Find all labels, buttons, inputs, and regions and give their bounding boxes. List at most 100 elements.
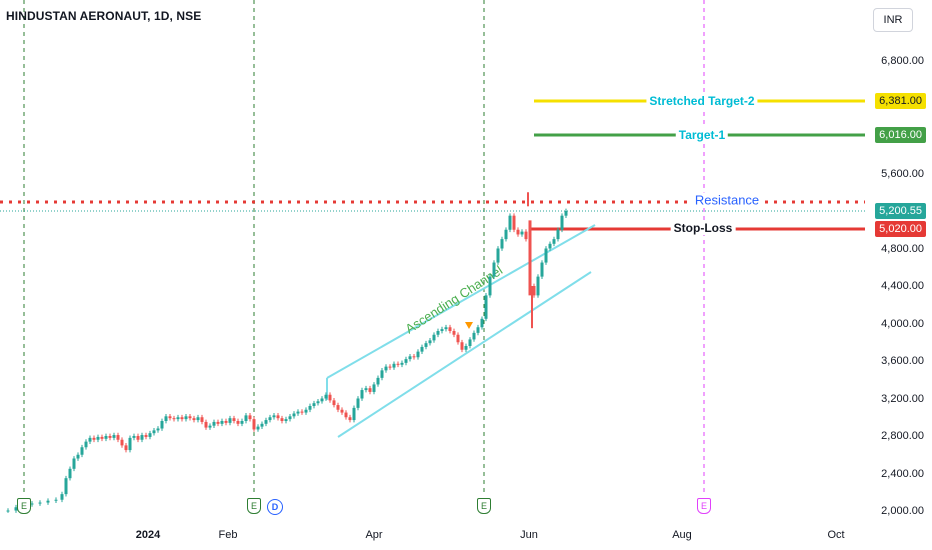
price-axis-tick: 6,800.00 <box>881 55 924 67</box>
candle-body <box>156 428 160 431</box>
candle-body <box>276 415 280 419</box>
stretched-target-price-badge: 6,381.00 <box>875 93 926 109</box>
channel-lower-line[interactable] <box>337 271 592 438</box>
earnings-marker[interactable]: E <box>17 498 31 514</box>
candle-body <box>392 363 396 368</box>
time-axis-tick: Jun <box>520 529 538 541</box>
candle-body <box>516 229 520 235</box>
candle-body <box>468 339 472 346</box>
candle-body <box>488 276 492 296</box>
candle-body <box>280 418 284 421</box>
candle-body <box>14 507 18 511</box>
signal-triangle-icon <box>465 322 473 329</box>
price-level-lines <box>0 99 865 231</box>
dividend-marker[interactable]: D <box>267 499 283 515</box>
candle-body <box>84 441 88 448</box>
candle-body <box>356 398 360 408</box>
candle-body <box>236 421 240 424</box>
candle-body <box>316 401 320 404</box>
candle-body <box>520 231 524 235</box>
candle-body <box>46 500 50 503</box>
candle-body <box>388 366 392 368</box>
candle-body <box>536 276 540 296</box>
candle-body <box>496 248 500 263</box>
price-axis-tick: 4,400.00 <box>881 280 924 292</box>
candle-body <box>184 416 188 420</box>
candle-body <box>200 417 204 422</box>
candle-body <box>340 409 344 413</box>
symbol-title[interactable]: HINDUSTAN AERONAUT, 1D, NSE <box>6 9 202 23</box>
candle-body <box>188 416 192 419</box>
candle-body <box>524 231 528 240</box>
candle-body <box>100 436 104 439</box>
stop-loss-label[interactable]: Stop-Loss <box>670 221 736 235</box>
candle-body <box>252 419 256 430</box>
stop-loss-price-badge: 5,020.00 <box>875 221 926 237</box>
candle-body <box>288 416 292 420</box>
time-axis-tick: Oct <box>827 529 845 541</box>
candle-body <box>216 421 220 424</box>
earnings-marker[interactable]: E <box>477 498 491 514</box>
candle-body <box>424 343 428 347</box>
candle-body <box>532 286 536 296</box>
candle-body <box>452 331 456 335</box>
candle-body <box>548 243 552 249</box>
target1-label[interactable]: Target-1 <box>675 128 729 142</box>
candle-body <box>376 377 380 385</box>
candle-body <box>168 416 172 419</box>
candle-body <box>54 499 58 501</box>
candle-body <box>368 388 372 392</box>
candle-body <box>412 356 416 358</box>
candle-body <box>260 423 264 427</box>
candle-body <box>172 418 176 420</box>
price-axis-tick: 2,800.00 <box>881 430 924 442</box>
channel-label[interactable]: Ascending Channel <box>402 262 505 336</box>
currency-selector[interactable]: INR <box>873 8 913 32</box>
candle-body <box>96 436 100 440</box>
price-axis-tick: 4,000.00 <box>881 317 924 330</box>
candle-body <box>400 362 404 365</box>
stretched-target-label[interactable]: Stretched Target-2 <box>646 94 758 108</box>
candle-body <box>476 327 480 333</box>
candle-body <box>504 229 508 240</box>
candle-body <box>448 327 452 331</box>
candlestick-series <box>6 192 568 513</box>
candle-body <box>72 458 76 469</box>
candle-body <box>332 400 336 406</box>
price-axis-tick: 3,200.00 <box>881 392 924 405</box>
candle-body <box>372 384 376 392</box>
candle-body <box>180 417 184 420</box>
candle-body <box>408 356 412 360</box>
target1-price-badge: 6,016.00 <box>875 127 926 143</box>
candle-body <box>164 416 168 421</box>
candle-body <box>544 248 548 263</box>
candle-body <box>352 407 356 421</box>
earnings-marker[interactable]: E <box>247 498 261 514</box>
time-axis-tick: Feb <box>218 529 238 541</box>
candle-body <box>348 417 352 421</box>
resistance-label[interactable]: Resistance <box>691 192 763 208</box>
candle-body <box>212 421 216 426</box>
candle-body <box>556 229 560 240</box>
time-axis-tick: Aug <box>672 529 692 541</box>
earnings-marker-upcoming[interactable]: E <box>697 498 711 514</box>
candle-body <box>292 413 296 417</box>
candle-body <box>296 411 300 414</box>
candle-body <box>104 436 108 439</box>
candle-body <box>312 403 316 406</box>
candle-body <box>364 388 368 391</box>
candle-body <box>248 415 252 420</box>
candle-body <box>272 415 276 418</box>
candle-body <box>564 211 568 216</box>
last-price-badge: 5,200.55 <box>875 203 926 219</box>
candle-body <box>384 366 388 371</box>
candle-body <box>284 419 288 421</box>
candle-body <box>152 430 156 434</box>
candle-body <box>240 421 244 424</box>
candle-body <box>120 439 124 446</box>
candle-body <box>64 478 68 495</box>
candle-body <box>268 417 272 421</box>
ascending-channel[interactable]: Ascending Channel <box>326 224 596 438</box>
candle-body <box>160 421 164 429</box>
